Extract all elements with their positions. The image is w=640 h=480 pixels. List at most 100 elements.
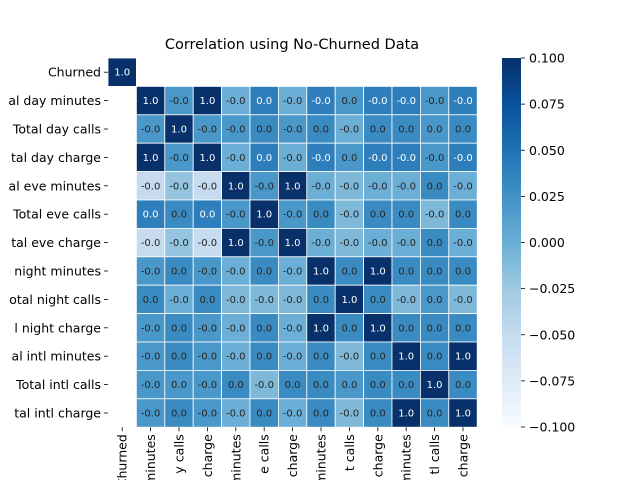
colorbar-tick-label: 0.025 [529, 189, 565, 204]
heatmap-cell [192, 142, 222, 172]
cell-value-label: 0.0 [199, 210, 215, 221]
heatmap-cell [192, 256, 222, 286]
chart-title: Correlation using No-Churned Data [165, 37, 419, 53]
cell-value-label: -0.0 [198, 323, 218, 334]
y-tick-label: al day minutes [8, 93, 101, 108]
heatmap-cell [334, 256, 365, 286]
x-tick-label: minutes [314, 434, 329, 480]
heatmap-cell [135, 341, 166, 371]
cell-value-label: 0.0 [427, 181, 443, 192]
cell-value-label: 0.0 [171, 323, 187, 334]
y-tick-label: Total eve calls [12, 207, 101, 222]
cell-value-label: -0.0 [311, 238, 331, 249]
cell-value-label: 0.0 [256, 267, 272, 278]
heatmap-cell [419, 142, 450, 172]
colorbar-ticks: 0.100 0.075 0.050 0.025 0.000 −0.025 −0.050 −0.… [521, 51, 575, 435]
y-tick-label: tal eve charge [11, 235, 101, 250]
heatmap-cell [164, 199, 194, 229]
cell-value-label: 1.0 [427, 380, 443, 391]
heatmap-cell [391, 398, 421, 428]
heatmap-cell [334, 114, 365, 144]
cell-value-label: 0.0 [455, 323, 471, 334]
cell-value-label: 0.0 [341, 96, 357, 107]
cell-value-label: 0.0 [256, 96, 272, 107]
cell-value-label: -0.0 [425, 210, 445, 221]
cell-value-label: 1.0 [341, 295, 357, 306]
cell-value-label: 0.0 [199, 295, 215, 306]
colorbar-tick-label: −0.075 [529, 373, 575, 388]
heatmap-cell [419, 171, 450, 201]
heatmap-cell [334, 171, 365, 201]
cell-value-label: -0.0 [141, 125, 161, 136]
heatmap-cell [135, 256, 166, 286]
heatmap-cell [448, 284, 478, 315]
cell-value-label: 0.0 [285, 380, 301, 391]
cell-value-label: -0.0 [198, 181, 218, 192]
cell-value-label: 0.0 [313, 210, 329, 221]
cell-value-label: -0.0 [368, 181, 388, 192]
heatmap-cell [391, 171, 421, 201]
cell-value-label: 0.0 [341, 153, 357, 164]
cell-value-label: -0.0 [226, 352, 246, 363]
x-tick-label: e calls [257, 434, 272, 474]
cell-value-label: 0.0 [143, 210, 159, 221]
heatmap-cell [192, 227, 222, 258]
cell-value-label: -0.0 [198, 409, 218, 420]
cell-value-label: -0.0 [340, 210, 360, 221]
heatmap-cell [306, 369, 336, 400]
heatmap-cell [249, 313, 279, 343]
heatmap-cell [135, 369, 166, 400]
cell-value-label: -0.0 [169, 96, 189, 107]
cell-value-label: -0.0 [425, 153, 445, 164]
heatmap-cell [419, 86, 450, 116]
heatmap-cell [363, 398, 393, 428]
cell-value-label: -0.0 [340, 125, 360, 136]
cell-value-label: -0.0 [311, 153, 331, 164]
heatmap-cell [249, 114, 279, 144]
cell-value-label: 0.0 [427, 323, 443, 334]
cell-value-label: -0.0 [311, 96, 331, 107]
colorbar-tick-label: 0.100 [529, 51, 565, 66]
cell-value-label: -0.0 [283, 409, 303, 420]
cell-value-label: -0.0 [340, 409, 360, 420]
cell-value-label: 0.0 [256, 409, 272, 420]
cell-value-label: -0.0 [368, 238, 388, 249]
cell-value-label: 0.0 [370, 380, 386, 391]
heatmap-cell [221, 256, 251, 286]
cell-value-label: 0.0 [370, 295, 386, 306]
x-tick-label: t calls [342, 434, 357, 471]
heatmap-cell [448, 369, 478, 400]
cell-value-label: 1.0 [143, 153, 159, 164]
cell-value-label: -0.0 [368, 153, 388, 164]
cell-value-label: 0.0 [171, 409, 187, 420]
cell-value-label: 1.0 [455, 409, 471, 420]
heatmap-cell [277, 341, 308, 371]
cell-value-label: -0.0 [226, 210, 246, 221]
cell-value-label: 0.0 [427, 295, 443, 306]
heatmap-cell [221, 199, 251, 229]
cell-value-label: -0.0 [453, 181, 473, 192]
cell-value-label: -0.0 [396, 295, 416, 306]
heatmap-cells: 1.0 1.0 -0.0 1.0 -0.0 0.0 -0.0 -0.0 0.0 -0.0 -0.0 -… [107, 57, 478, 428]
cell-value-label: 1.0 [398, 409, 414, 420]
cell-value-label: -0.0 [141, 352, 161, 363]
heatmap-cell [277, 114, 308, 144]
heatmap-cell [249, 199, 279, 229]
cell-value-label: 0.0 [256, 323, 272, 334]
cell-value-label: 0.0 [313, 352, 329, 363]
cell-value-label: -0.0 [311, 181, 331, 192]
x-tick-label: charge [456, 434, 471, 477]
heatmap-cell [363, 86, 393, 116]
heatmap-cell [135, 114, 166, 144]
colorbar-tick-label: −0.100 [529, 420, 575, 435]
cell-value-label: 0.0 [313, 380, 329, 391]
cell-value-label: 1.0 [199, 96, 215, 107]
cell-value-label: 1.0 [228, 238, 244, 249]
x-tick-label: charge [200, 434, 215, 477]
cell-value-label: 1.0 [398, 352, 414, 363]
heatmap-cell [306, 86, 336, 116]
heatmap-cell [448, 171, 478, 201]
cell-value-label: -0.0 [169, 295, 189, 306]
cell-value-label: -0.0 [283, 125, 303, 136]
cell-value-label: 0.0 [370, 352, 386, 363]
